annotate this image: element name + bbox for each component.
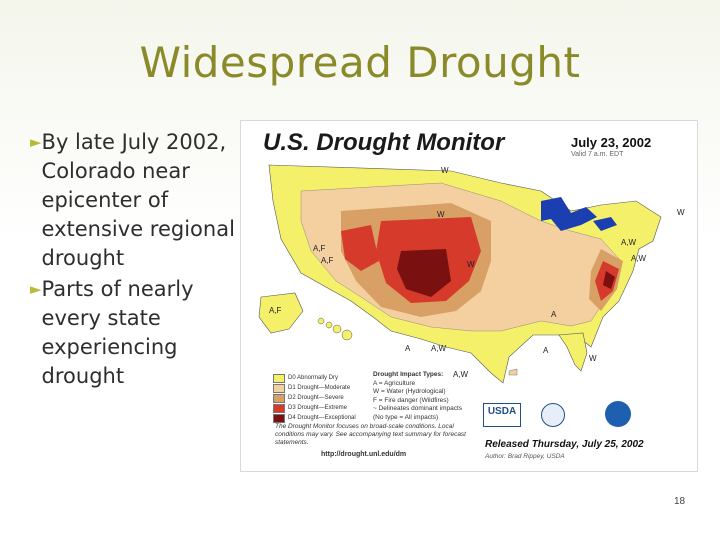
legend-label: D1 Drought—Moderate (288, 385, 351, 391)
usda-logo: USDA (483, 403, 521, 427)
legend-swatch (273, 393, 285, 403)
triangle-bullet-icon: ► (30, 280, 42, 298)
impact-item: W = Water (Hydrological) (373, 388, 446, 395)
legend-item: D1 Drought—Moderate (273, 383, 356, 393)
slide-title: Widespread Drought (139, 38, 581, 87)
impact-label: A,W (453, 370, 469, 379)
impact-heading: Drought Impact Types: (373, 371, 444, 378)
legend-item: D4 Drought—Exceptional (273, 413, 356, 423)
legend-label: D4 Drought—Exceptional (288, 415, 356, 421)
impact-label: W (467, 260, 475, 269)
impact-types: Drought Impact Types: A = Agriculture W … (373, 371, 462, 422)
noaa-logo (605, 401, 631, 427)
impact-label: A,F (321, 256, 334, 265)
great-lakes-shape (541, 197, 597, 231)
impact-item: ~ Delineates dominant impacts (373, 405, 463, 412)
impact-label: A,W (621, 238, 637, 247)
drought-monitor-map: W W W W A,F A,F A,F A A,W A,W A W A A,W A,W U.S. Droug… (240, 120, 698, 472)
release-date: Released Thursday, July 25, 2002 (485, 439, 644, 450)
map-valid-time: Valid 7 a.m. EDT (571, 151, 624, 158)
impact-label: W (677, 208, 685, 217)
legend-swatch (273, 413, 285, 423)
impact-item: (No type = All impacts) (373, 413, 439, 421)
bullet-item: ► Parts of nearly every state experienci… (30, 275, 240, 391)
bullet-item: ► By late July 2002, Colorado near epice… (30, 128, 240, 273)
map-author: Author: Brad Rippey, USDA (485, 453, 565, 460)
legend-item: D3 Drought—Extreme (273, 403, 356, 413)
impact-label: A,F (269, 306, 282, 315)
impact-label: A,F (313, 244, 326, 253)
impact-label: A (551, 310, 557, 319)
map-date: July 23, 2002 (571, 135, 652, 150)
map-url: http://drought.unl.edu/dm (321, 451, 407, 458)
page-number: 18 (674, 496, 686, 507)
hawaii-shape (317, 317, 353, 341)
florida-shape (558, 332, 588, 372)
impact-label: W (589, 354, 597, 363)
impact-item: F = Fire danger (Wildfires) (373, 396, 449, 404)
impact-label: A (405, 344, 411, 353)
bullet-text: By late July 2002, Colorado near epicent… (41, 130, 235, 270)
legend-swatch (273, 373, 285, 383)
map-legend: D0 Abnormally Dry D1 Drought—Moderate D2… (273, 373, 356, 423)
impact-label: A,W (431, 344, 447, 353)
us-map-graphic: W W W W A,F A,F A,F A A,W A,W A W A A,W A,W (258, 164, 685, 384)
impact-item: A = Agriculture (373, 379, 416, 387)
bullet-text: Parts of nearly every state experiencing… (41, 277, 194, 388)
legend-swatch (273, 383, 285, 393)
map-title: U.S. Drought Monitor (263, 129, 505, 156)
legend-item: D0 Abnormally Dry (273, 373, 356, 383)
legend-label: D3 Drought—Extreme (288, 405, 348, 411)
impact-label: W (437, 210, 445, 219)
seal-logo (541, 403, 565, 427)
impact-label: W (441, 166, 449, 175)
impact-label: A,W (631, 254, 647, 263)
bullet-list: ► By late July 2002, Colorado near epice… (30, 128, 240, 393)
impact-label: A (543, 346, 549, 355)
map-note: The Drought Monitor focuses on broad-sca… (275, 423, 466, 446)
legend-swatch (273, 403, 285, 413)
alaska-shape (258, 292, 304, 334)
triangle-bullet-icon: ► (30, 133, 42, 151)
legend-label: D0 Abnormally Dry (288, 375, 339, 381)
legend-label: D2 Drought—Severe (288, 395, 344, 401)
legend-item: D2 Drought—Severe (273, 393, 356, 403)
